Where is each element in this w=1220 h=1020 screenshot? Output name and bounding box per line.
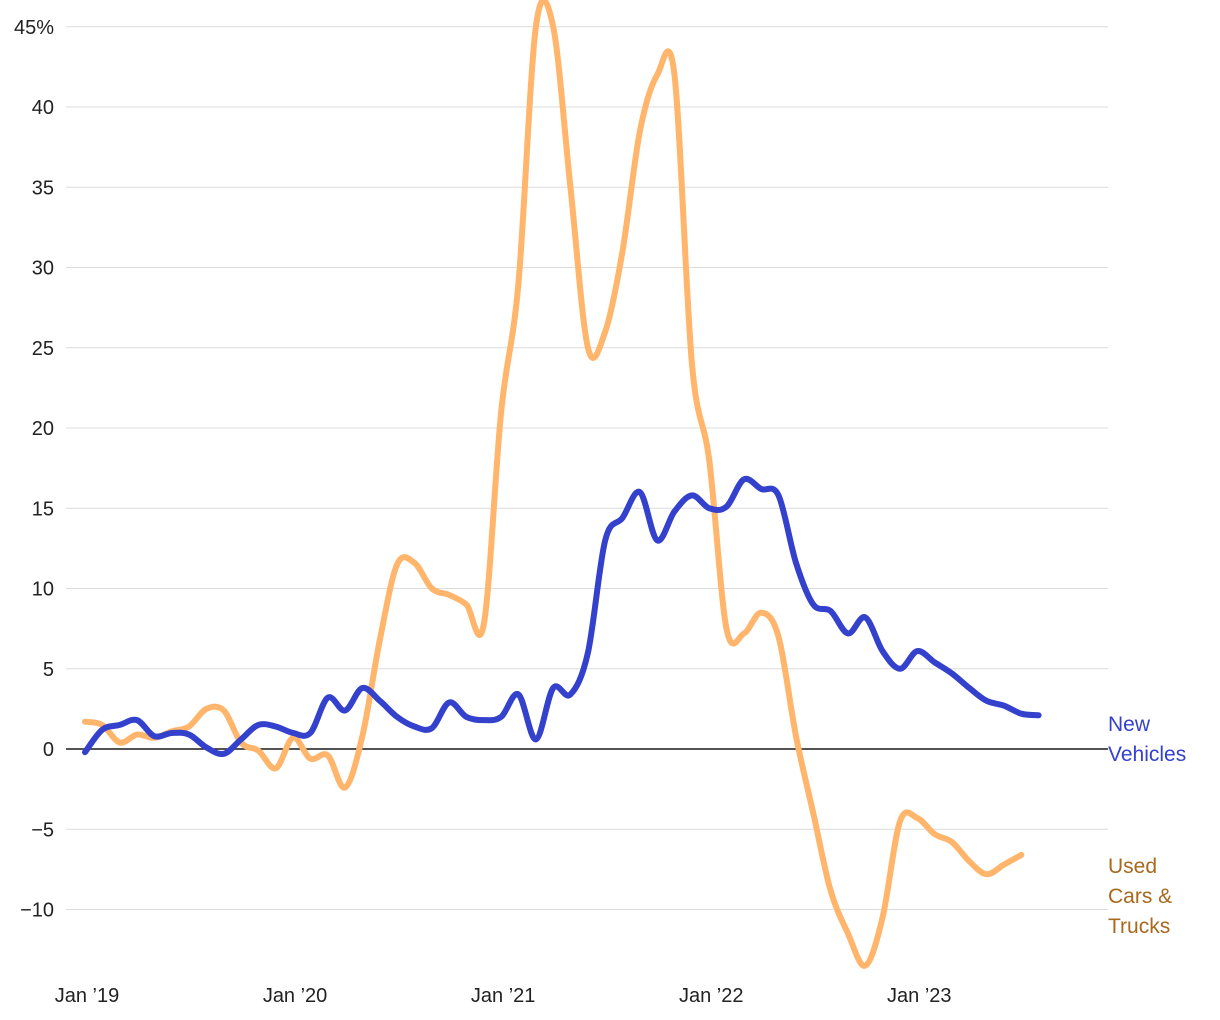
y-tick-label: 10 [32,579,54,601]
series-label-line: Used [1108,855,1157,878]
x-tick-label: Jan ’23 [887,985,952,1007]
x-tick-label: Jan ’22 [679,985,744,1007]
series-end-labels: New Vehicles Used Cars & Trucks [1108,713,1186,938]
y-axis-tick-labels: 45% 40 35 30 25 20 15 10 5 0 −5 −10 [14,17,54,922]
used-cars-and-trucks-line [82,0,1025,969]
y-tick-label: 0 [43,739,54,761]
series-label-line: Cars & [1108,885,1172,908]
new-vehicles-label: New Vehicles [1108,713,1186,766]
y-tick-label: 5 [43,659,54,681]
y-tick-label: 40 [32,97,54,119]
series-lines [82,0,1042,969]
y-tick-label: 15 [32,498,54,520]
y-tick-label: 20 [32,418,54,440]
x-tick-label: Jan ’20 [263,985,328,1007]
y-tick-label: −5 [31,819,54,841]
x-tick-label: Jan ’21 [471,985,536,1007]
series-label-line: Vehicles [1108,743,1186,766]
series-label-line: Trucks [1108,915,1170,938]
new-vehicles-line [82,475,1042,758]
y-tick-label: 30 [32,258,54,280]
x-axis-tick-labels: Jan ’19 Jan ’20 Jan ’21 Jan ’22 Jan ’23 [55,985,952,1007]
y-tick-label: −10 [20,900,54,922]
used-cars-and-trucks-label: Used Cars & Trucks [1108,855,1172,938]
y-tick-label: 35 [32,177,54,199]
y-tick-label: 25 [32,338,54,360]
series-label-line: New [1108,713,1151,736]
x-tick-label: Jan ’19 [55,985,120,1007]
gridlines [66,26,1108,910]
y-tick-label: 45% [14,17,54,39]
